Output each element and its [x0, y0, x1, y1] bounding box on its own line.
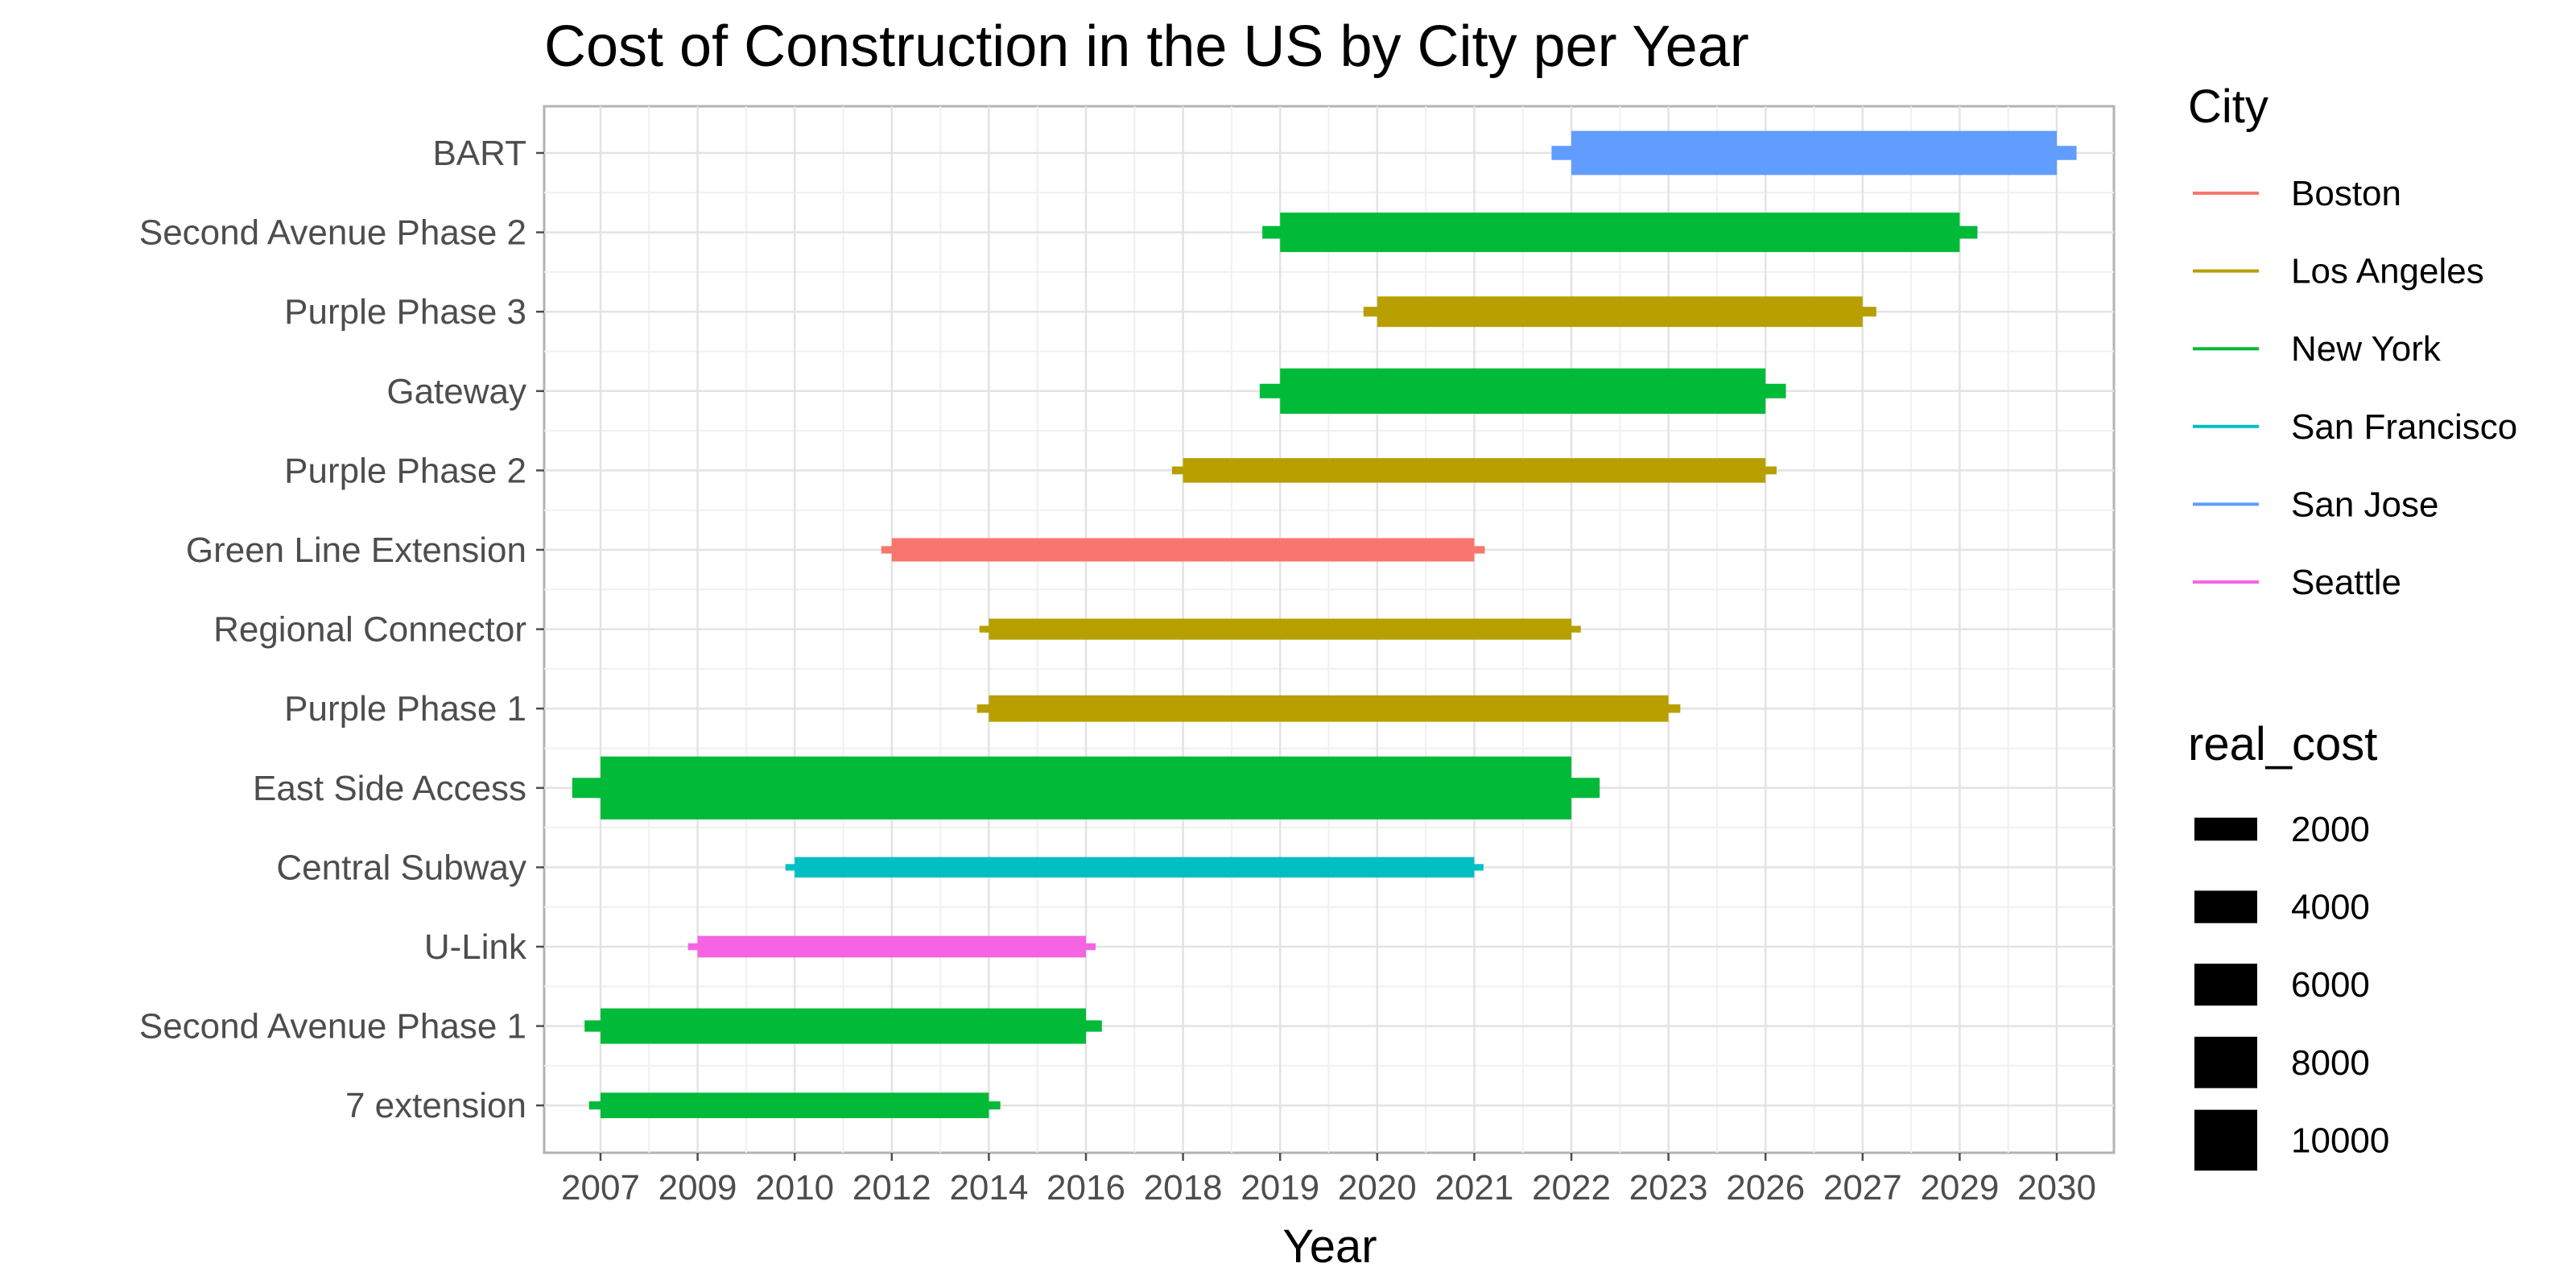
x-tick-label: 2016 — [1046, 1168, 1125, 1208]
x-tick-label: 2014 — [949, 1168, 1028, 1208]
x-tick-label: 2026 — [1726, 1168, 1805, 1208]
y-tick-label: U-Link — [424, 927, 527, 967]
x-tick-label: 2029 — [1920, 1168, 1999, 1208]
y-tick-label: Green Line Extension — [186, 530, 526, 570]
x-axis-title: Year — [1282, 1220, 1377, 1273]
x-tick-label: 2021 — [1435, 1168, 1513, 1208]
legend-label: San Francisco — [2291, 407, 2517, 447]
legend-label: New York — [2291, 329, 2442, 369]
y-tick-label: Second Avenue Phase 1 — [139, 1007, 526, 1046]
legend-label: 6000 — [2291, 965, 2370, 1005]
y-tick-label: Purple Phase 2 — [284, 451, 526, 490]
size-legend-title: real_cost — [2188, 718, 2377, 770]
x-axis-tick-labels: 2007 2009 2010 2012 2014 2016 2018 2019 2020 2021… — [561, 1153, 2096, 1208]
x-tick-label: 2012 — [852, 1168, 931, 1208]
y-tick-label: East Side Access — [253, 769, 526, 808]
legend-label: 10000 — [2291, 1121, 2389, 1160]
x-tick-label: 2030 — [2017, 1168, 2096, 1208]
y-tick-label: Purple Phase 1 — [284, 689, 526, 729]
x-tick-label: 2018 — [1144, 1168, 1223, 1208]
size-legend: 2000 4000 6000 8000 10000 — [2194, 810, 2389, 1171]
color-legend: Boston Los Angeles New York San Francisco Sa… — [2193, 174, 2517, 602]
legend-size-key — [2194, 1109, 2257, 1171]
legend-size-key — [2194, 1036, 2257, 1088]
plot-panel — [543, 105, 2116, 1154]
x-tick-label: 2009 — [658, 1168, 737, 1208]
legend-label: San Jose — [2291, 485, 2438, 524]
x-tick-label: 2007 — [561, 1168, 640, 1208]
legend-label: 4000 — [2291, 888, 2370, 927]
legend-label: 8000 — [2291, 1043, 2370, 1083]
x-tick-label: 2019 — [1241, 1168, 1319, 1208]
color-legend-title: City — [2188, 80, 2268, 133]
legend-label: Boston — [2291, 174, 2401, 213]
y-tick-label: 7 extension — [345, 1086, 526, 1125]
legend-size-key — [2194, 817, 2257, 841]
x-tick-label: 2027 — [1823, 1168, 1902, 1208]
y-tick-label: BART — [432, 134, 526, 173]
x-tick-label: 2010 — [755, 1168, 834, 1208]
x-tick-label: 2023 — [1629, 1168, 1708, 1208]
y-tick-label: Central Subway — [276, 848, 526, 887]
x-tick-label: 2020 — [1338, 1168, 1417, 1208]
legend-size-key — [2194, 890, 2257, 923]
y-tick-label: Second Avenue Phase 2 — [139, 213, 526, 253]
y-tick-label: Regional Connector — [213, 610, 526, 650]
legend-label: 2000 — [2291, 810, 2370, 849]
legend-label: Seattle — [2291, 563, 2401, 602]
x-tick-label: 2022 — [1532, 1168, 1611, 1208]
y-tick-label: Purple Phase 3 — [284, 292, 526, 332]
chart-title: Cost of Construction in the US by City p… — [544, 14, 1749, 79]
legend-size-key — [2194, 964, 2257, 1006]
y-tick-label: Gateway — [386, 372, 526, 411]
legend-label: Los Angeles — [2291, 252, 2484, 291]
y-axis-tick-labels: BART Second Avenue Phase 2 Purple Phase 3 G… — [139, 134, 544, 1125]
